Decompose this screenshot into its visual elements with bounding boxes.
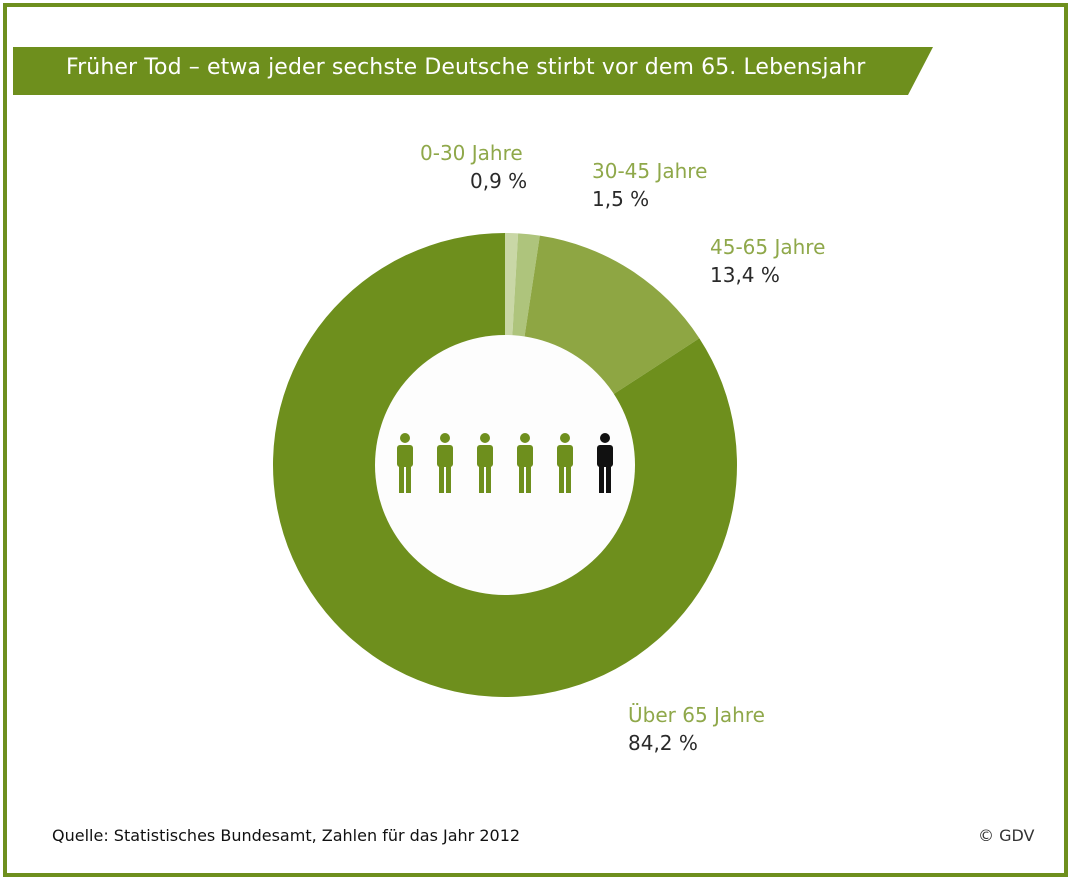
title-banner xyxy=(13,47,933,95)
slice-value-30-45: 1,5 % xyxy=(592,187,649,211)
slice-label-0-30: 0-30 Jahre xyxy=(420,141,523,165)
donut-slice-0 xyxy=(505,233,519,338)
slice-value-45-65: 13,4 % xyxy=(710,263,780,287)
people-icons xyxy=(397,433,613,493)
slice-value-ueber-65: 84,2 % xyxy=(628,731,698,755)
slice-label-45-65: 45-65 Jahre xyxy=(710,235,825,259)
source-note: Quelle: Statistisches Bundesamt, Zahlen … xyxy=(52,826,521,845)
chart-title: Früher Tod – etwa jeder sechste Deutsche… xyxy=(66,55,866,80)
person-icon-highlighted xyxy=(597,433,613,493)
person-icon xyxy=(517,433,533,493)
person-icon xyxy=(557,433,573,493)
slice-value-0-30: 0,9 % xyxy=(470,169,527,193)
donut-slice-3 xyxy=(272,233,737,698)
donut-slice-1 xyxy=(512,233,540,339)
donut-hole xyxy=(375,335,635,595)
person-icon xyxy=(437,433,453,493)
donut-slices xyxy=(272,233,737,698)
donut-slice-2 xyxy=(524,235,700,396)
slice-label-30-45: 30-45 Jahre xyxy=(592,159,707,183)
copyright: © GDV xyxy=(978,826,1035,845)
person-icon xyxy=(477,433,493,493)
slice-label-ueber-65: Über 65 Jahre xyxy=(628,703,765,727)
person-icon xyxy=(397,433,413,493)
